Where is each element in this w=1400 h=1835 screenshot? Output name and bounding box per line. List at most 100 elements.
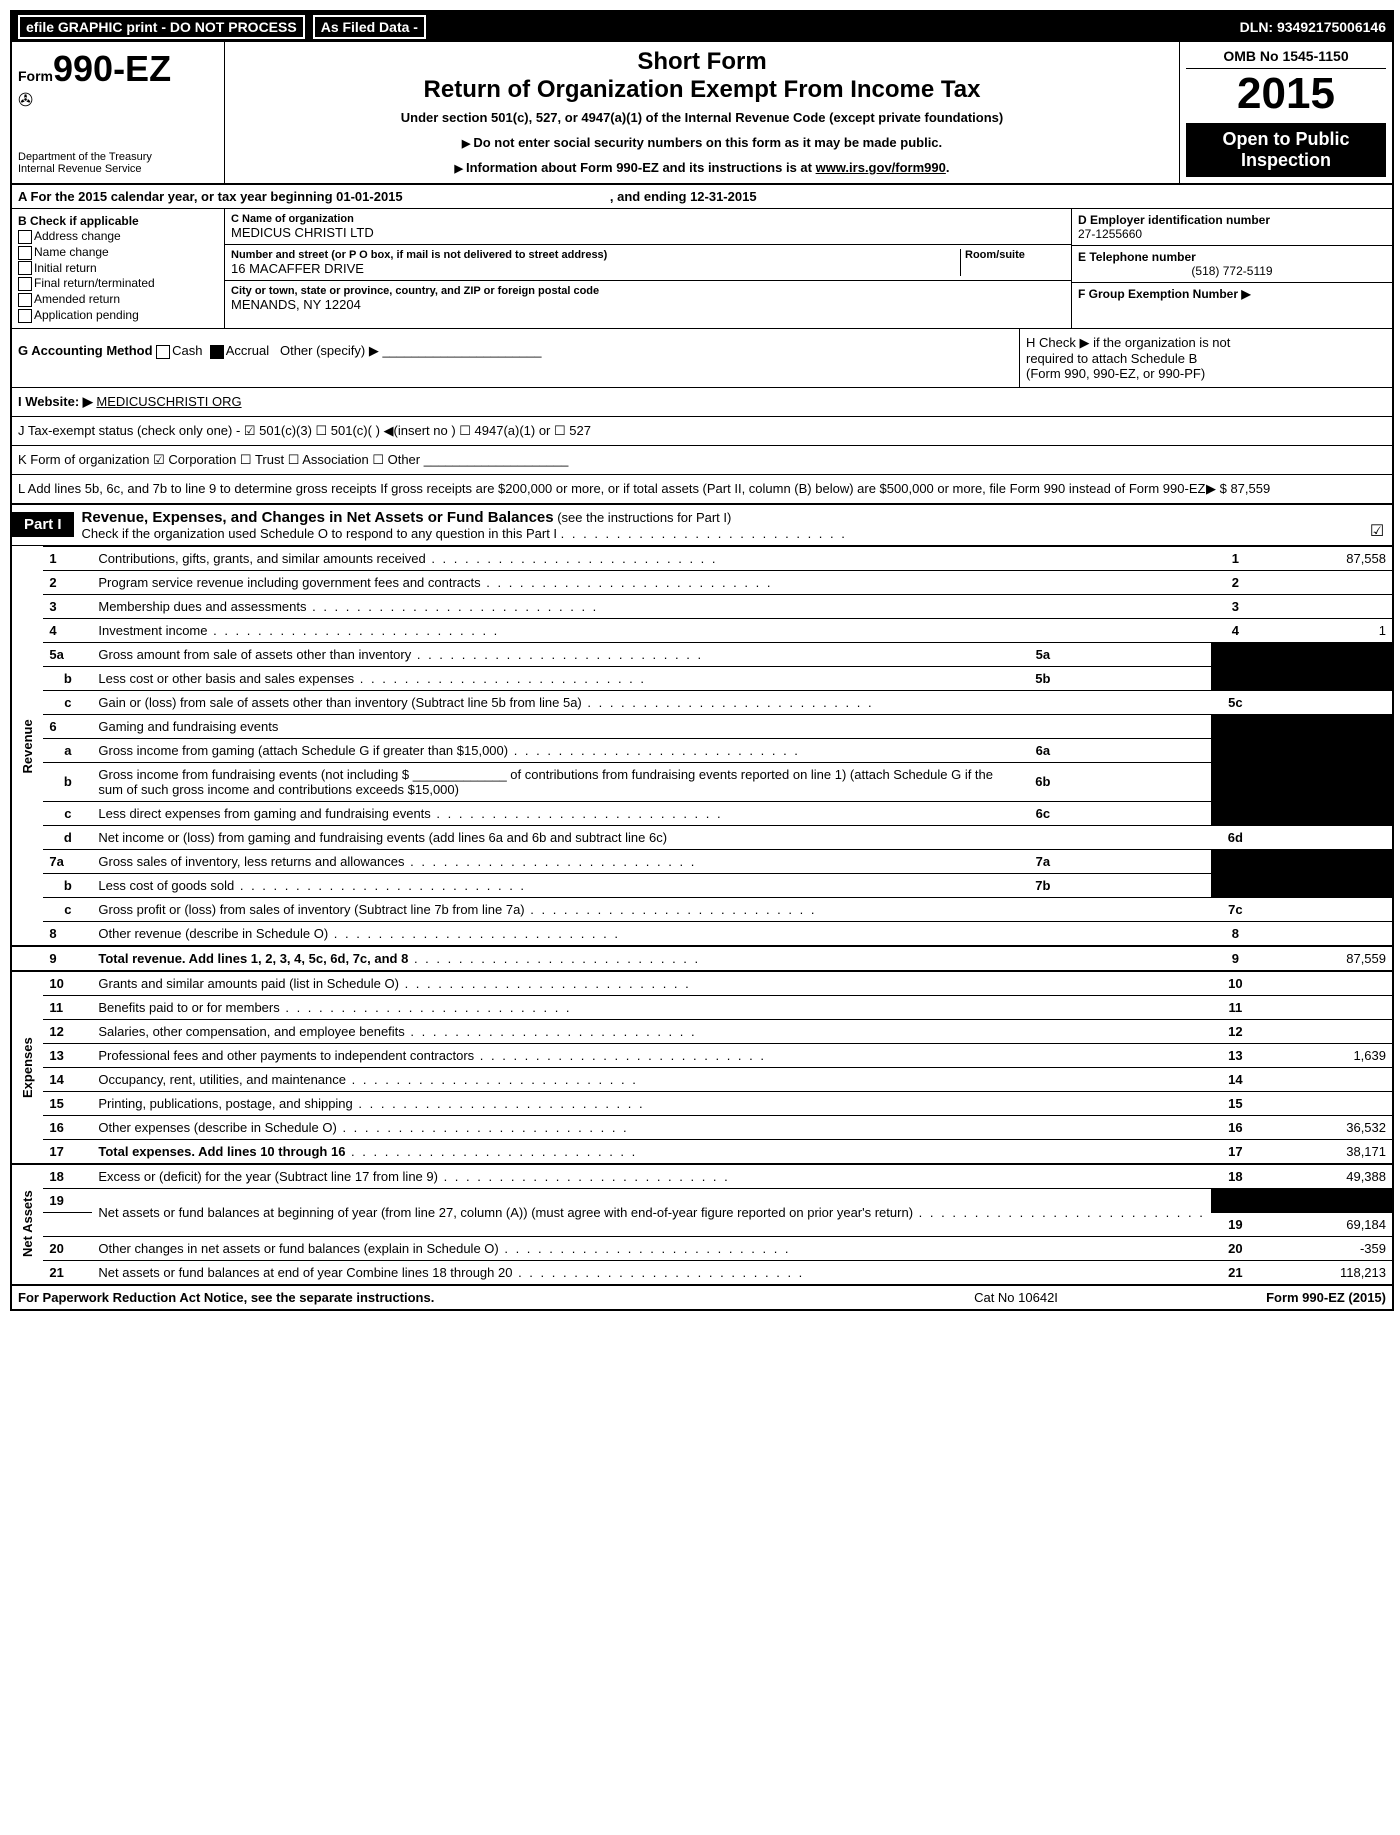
arrow-icon: [462, 135, 473, 150]
row-a: A For the 2015 calendar year, or tax yea…: [12, 185, 1392, 209]
j-tax-exempt: J Tax-exempt status (check only one) - ☑…: [18, 423, 591, 438]
line-6c-desc: Less direct expenses from gaming and fun…: [98, 806, 430, 821]
line-21-desc: Net assets or fund balances at end of ye…: [98, 1265, 512, 1280]
tax-year-end: 12-31-2015: [690, 189, 757, 204]
header-right: OMB No 1545-1150 2015 Open to Public Ins…: [1179, 42, 1392, 183]
line-6b-value: [1069, 762, 1211, 801]
top-bar: efile GRAPHIC print - DO NOT PROCESS As …: [12, 12, 1392, 42]
efile-notice: efile GRAPHIC print - DO NOT PROCESS: [18, 15, 305, 39]
ein: 27-1255660: [1078, 227, 1386, 241]
dept-treasury: Department of the Treasury: [18, 151, 218, 163]
line-13-value: 1,639: [1260, 1043, 1392, 1067]
l-text: L Add lines 5b, 6c, and 7b to line 9 to …: [18, 481, 1206, 497]
checkbox-accrual[interactable]: [210, 345, 224, 359]
line-18-value: 49,388: [1260, 1164, 1392, 1189]
col-g: G Accounting Method Cash Accrual Other (…: [12, 329, 1019, 387]
line-2-value: [1260, 570, 1392, 594]
col-h: H Check ▶ if the organization is not req…: [1019, 329, 1392, 387]
line-7c-value: [1260, 897, 1392, 921]
line-5c-desc: Gain or (loss) from sale of assets other…: [98, 695, 581, 710]
line-16-desc: Other expenses (describe in Schedule O): [98, 1120, 336, 1135]
line-1-desc: Contributions, gifts, grants, and simila…: [98, 551, 425, 566]
line-20-value: -359: [1260, 1236, 1392, 1260]
footer-form: Form 990-EZ (2015): [1166, 1290, 1386, 1305]
line-6d-value: [1260, 825, 1392, 849]
note-ssn: Do not enter social security numbers on …: [473, 135, 942, 150]
tax-year: 2015: [1186, 69, 1386, 119]
line-16-value: 36,532: [1260, 1115, 1392, 1139]
line-17-value: 38,171: [1260, 1139, 1392, 1164]
checkbox-cash[interactable]: [156, 345, 170, 359]
open-public-2: Inspection: [1192, 150, 1380, 171]
dln: DLN: 93492175006146: [1240, 19, 1386, 35]
line-19-value: 69,184: [1260, 1212, 1392, 1236]
line-7a-desc: Gross sales of inventory, less returns a…: [98, 854, 404, 869]
line-1-value: 87,558: [1260, 546, 1392, 570]
line-11-desc: Benefits paid to or for members: [98, 1000, 279, 1015]
short-form-title: Short Form: [231, 48, 1173, 76]
l-gross-receipts: ▶ $ 87,559: [1206, 481, 1386, 497]
line-5b-desc: Less cost or other basis and sales expen…: [98, 671, 354, 686]
row-i: I Website: ▶ MEDICUSCHRISTI ORG: [12, 388, 1392, 417]
line-18-desc: Excess or (deficit) for the year (Subtra…: [98, 1169, 438, 1184]
line-20-desc: Other changes in net assets or fund bala…: [98, 1241, 498, 1256]
row-k: K Form of organization ☑ Corporation ☐ T…: [12, 446, 1392, 475]
col-def: D Employer identification number 27-1255…: [1071, 209, 1392, 328]
d-label: D Employer identification number: [1078, 213, 1386, 227]
omb-number: OMB No 1545-1150: [1186, 48, 1386, 69]
line-3-value: [1260, 594, 1392, 618]
checkbox-final-return[interactable]: [18, 277, 32, 291]
org-city: MENANDS, NY 12204: [231, 297, 1065, 312]
line-6c-value: [1069, 801, 1211, 825]
org-name: MEDICUS CHRISTI LTD: [231, 225, 1065, 240]
subtitle: Under section 501(c), 527, or 4947(a)(1)…: [231, 110, 1173, 125]
form-number: 990-EZ: [53, 48, 171, 89]
c-name-label: C Name of organization: [231, 213, 1065, 225]
footer-paperwork: For Paperwork Reduction Act Notice, see …: [18, 1290, 866, 1305]
line-14-value: [1260, 1067, 1392, 1091]
arrow-icon: [455, 160, 466, 175]
line-10-desc: Grants and similar amounts paid (list in…: [98, 976, 399, 991]
b-title: B Check if applicable: [18, 214, 218, 228]
checkbox-initial-return[interactable]: [18, 261, 32, 275]
line-6-desc: Gaming and fundraising events: [98, 719, 278, 734]
c-street-label: Number and street (or P O box, if mail i…: [231, 249, 960, 261]
c-room-label: Room/suite: [965, 249, 1065, 261]
asfiled-notice: As Filed Data -: [313, 15, 426, 39]
checkbox-amended-return[interactable]: [18, 293, 32, 307]
side-net-assets: Net Assets: [12, 1164, 43, 1284]
irs-link[interactable]: www.irs.gov/form990: [816, 160, 946, 175]
website-link[interactable]: MEDICUSCHRISTI ORG: [96, 394, 241, 409]
line-9-value: 87,559: [1260, 946, 1392, 971]
schedule-o-checkbox[interactable]: ☑: [1362, 521, 1392, 545]
row-l: L Add lines 5b, 6c, and 7b to line 9 to …: [12, 475, 1392, 505]
lines-table: Revenue 1 Contributions, gifts, grants, …: [12, 546, 1392, 1284]
line-6d-desc: Net income or (loss) from gaming and fun…: [98, 830, 667, 845]
line-5b-value: [1069, 666, 1211, 690]
note-info: Information about Form 990-EZ and its in…: [466, 160, 816, 175]
irs-logo-icon: ✇: [18, 90, 218, 111]
line-8-value: [1260, 921, 1392, 946]
tax-year-begin: 01-01-2015: [336, 189, 403, 204]
form-page: efile GRAPHIC print - DO NOT PROCESS As …: [10, 10, 1394, 1311]
line-7b-value: [1069, 873, 1211, 897]
f-label: F Group Exemption Number ▶: [1078, 287, 1386, 301]
checkbox-application-pending[interactable]: [18, 309, 32, 323]
k-form-org: K Form of organization ☑ Corporation ☐ T…: [18, 452, 420, 467]
dept-irs: Internal Revenue Service: [18, 163, 218, 175]
checkbox-address-change[interactable]: [18, 230, 32, 244]
part-1-tag: Part I: [12, 512, 74, 537]
row-gh: G Accounting Method Cash Accrual Other (…: [12, 329, 1392, 388]
col-c: C Name of organization MEDICUS CHRISTI L…: [225, 209, 1071, 328]
part-1-header: Part I Revenue, Expenses, and Changes in…: [12, 505, 1392, 546]
schedule-o-check-text: Check if the organization used Schedule …: [82, 526, 558, 541]
line-2-desc: Program service revenue including govern…: [98, 575, 480, 590]
row-j: J Tax-exempt status (check only one) - ☑…: [12, 417, 1392, 446]
checkbox-name-change[interactable]: [18, 246, 32, 260]
org-street: 16 MACAFFER DRIVE: [231, 261, 960, 276]
section-bcdef: B Check if applicable Address change Nam…: [12, 209, 1392, 329]
header-mid: Short Form Return of Organization Exempt…: [225, 42, 1179, 183]
line-4-desc: Investment income: [98, 623, 207, 638]
c-city-label: City or town, state or province, country…: [231, 285, 1065, 297]
line-7a-value: [1069, 849, 1211, 873]
